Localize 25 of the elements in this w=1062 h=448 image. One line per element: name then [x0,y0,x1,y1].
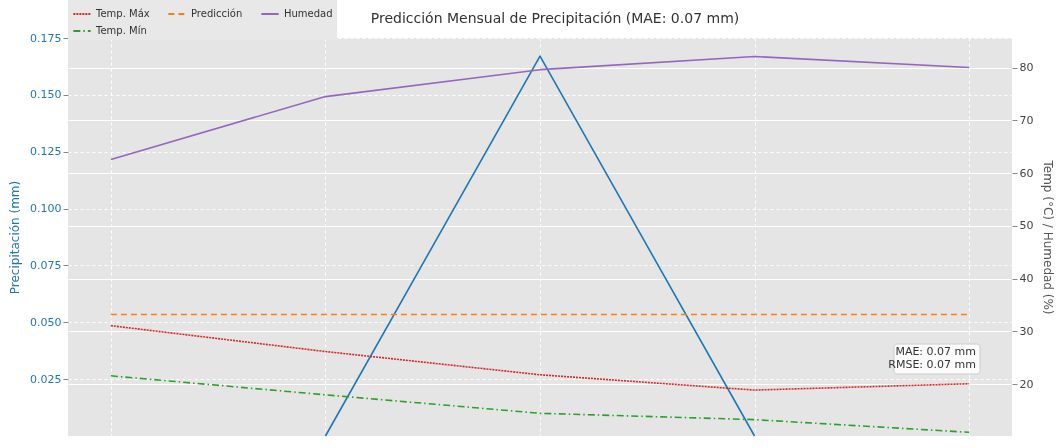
legend-label: Predicción [191,8,243,19]
y2-tick-label: 40 [1019,272,1034,286]
legend-label: Temp. Mín [95,25,147,36]
y2-tick-label: 70 [1019,113,1034,127]
y-tick-label: 0.025 [30,372,62,386]
y2-tick-label: 20 [1019,377,1034,391]
y2-tick-label: 60 [1019,166,1034,180]
y2-tick-label: 50 [1019,219,1034,233]
y-tick-label: 0.075 [30,258,62,272]
legend-label: Humedad [284,8,333,19]
y-tick-label: 0.100 [30,202,62,216]
legend-label: Temp. Máx [95,8,150,19]
line-series [110,375,970,434]
y-tick-label: 0.150 [30,88,62,102]
y-tick-label: 0.050 [30,315,62,329]
y-tick-label: 0.175 [30,31,62,45]
y2-tick-label: 80 [1019,61,1034,75]
line-series [110,55,970,161]
chart-title: Predicción Mensual de Precipitación (MAE: 0.07 mm) [370,10,740,26]
annotation: RMSE: 0.07 mm [888,358,976,371]
y2-tick-label: 30 [1019,324,1034,338]
annotation: MAE: 0.07 mm [895,345,976,358]
y-tick-label: 0.125 [30,145,62,159]
y2-axis-title: Temp (°C) / Humedad (%) [1041,159,1056,315]
y-axis-title: Precipitación (mm) [8,180,23,295]
